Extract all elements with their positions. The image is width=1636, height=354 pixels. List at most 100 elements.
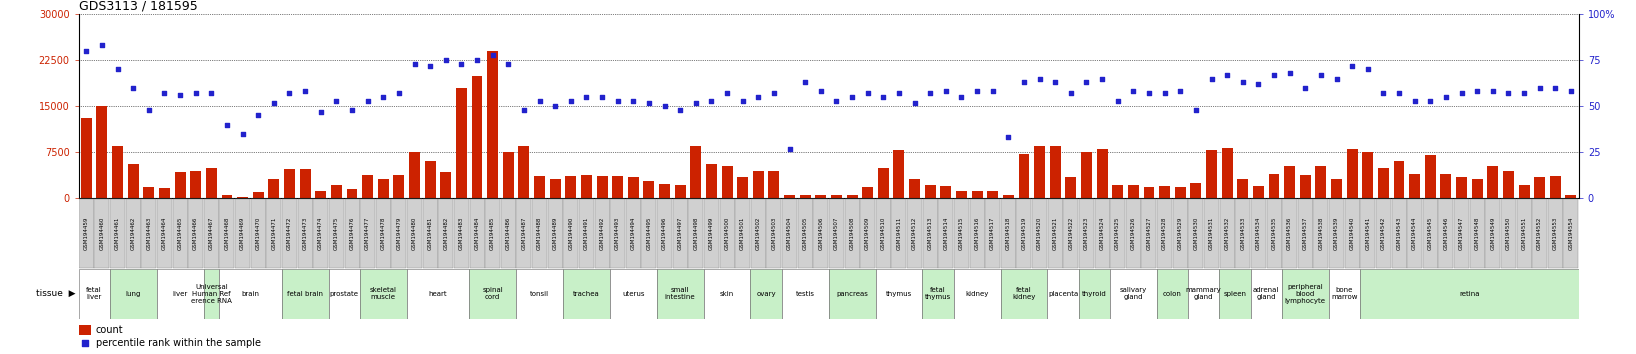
- Bar: [861, 199, 875, 268]
- Text: GSM194481: GSM194481: [427, 217, 432, 250]
- Bar: [782, 199, 797, 268]
- Point: [1495, 91, 1521, 96]
- Point: [74, 48, 100, 54]
- Bar: [656, 269, 703, 319]
- Point: [839, 94, 865, 100]
- Bar: [422, 199, 438, 268]
- Bar: [1345, 199, 1360, 268]
- Point: [761, 91, 787, 96]
- Bar: [627, 199, 641, 268]
- Bar: [533, 176, 545, 198]
- Bar: [268, 179, 280, 198]
- Bar: [515, 269, 563, 319]
- Bar: [456, 88, 466, 198]
- Bar: [345, 199, 360, 268]
- Bar: [924, 185, 936, 198]
- Bar: [939, 199, 954, 268]
- Point: [1543, 85, 1569, 91]
- Point: [699, 98, 725, 103]
- Bar: [581, 175, 592, 198]
- Point: [417, 63, 443, 69]
- Point: [1166, 88, 1193, 94]
- Bar: [720, 199, 735, 268]
- Text: GSM194516: GSM194516: [975, 217, 980, 250]
- Bar: [800, 195, 811, 198]
- Bar: [1219, 269, 1250, 319]
- Text: GSM194475: GSM194475: [334, 217, 339, 250]
- Bar: [1485, 199, 1500, 268]
- Text: GSM194549: GSM194549: [1490, 217, 1495, 250]
- Bar: [347, 189, 358, 198]
- Bar: [110, 269, 157, 319]
- Bar: [470, 199, 484, 268]
- Bar: [954, 269, 1001, 319]
- Text: GSM194463: GSM194463: [146, 217, 152, 250]
- Bar: [566, 176, 576, 198]
- Text: fetal
thymus: fetal thymus: [924, 287, 951, 300]
- Bar: [579, 199, 594, 268]
- Point: [105, 67, 131, 72]
- Bar: [79, 269, 110, 319]
- Text: GSM194552: GSM194552: [1538, 217, 1543, 250]
- Point: [901, 100, 928, 105]
- Text: GSM194487: GSM194487: [522, 217, 527, 250]
- Bar: [1438, 199, 1453, 268]
- Bar: [281, 199, 298, 268]
- Point: [1073, 79, 1099, 85]
- Text: peripheral
blood
lymphocyte: peripheral blood lymphocyte: [1284, 284, 1325, 304]
- Text: GSM194510: GSM194510: [880, 217, 885, 250]
- Point: [964, 88, 990, 94]
- Point: [1433, 94, 1459, 100]
- Bar: [159, 188, 170, 198]
- Point: [746, 94, 772, 100]
- Bar: [409, 152, 420, 198]
- Bar: [316, 191, 326, 198]
- Bar: [672, 199, 687, 268]
- Bar: [1109, 269, 1157, 319]
- Bar: [329, 269, 360, 319]
- Text: GSM194460: GSM194460: [100, 217, 105, 250]
- Bar: [1328, 269, 1360, 319]
- Text: GSM194551: GSM194551: [1521, 217, 1526, 250]
- Point: [854, 91, 880, 96]
- Point: [1338, 63, 1364, 69]
- Point: [386, 91, 412, 96]
- Bar: [1094, 199, 1109, 268]
- Point: [183, 91, 209, 96]
- Bar: [438, 199, 453, 268]
- Bar: [1080, 199, 1094, 268]
- Text: GSM194520: GSM194520: [1037, 217, 1042, 250]
- Bar: [1126, 199, 1140, 268]
- Text: GSM194473: GSM194473: [303, 217, 308, 250]
- Bar: [987, 191, 998, 198]
- Text: GSM194509: GSM194509: [865, 217, 870, 250]
- Bar: [360, 199, 375, 268]
- Text: GSM194474: GSM194474: [319, 217, 324, 250]
- Point: [152, 91, 178, 96]
- Bar: [501, 199, 515, 268]
- Text: adrenal
gland: adrenal gland: [1253, 287, 1279, 300]
- Point: [527, 98, 553, 103]
- Bar: [190, 171, 201, 198]
- Bar: [330, 185, 342, 198]
- Point: [1386, 91, 1412, 96]
- Text: count: count: [95, 325, 123, 335]
- Text: GSM194491: GSM194491: [584, 217, 589, 250]
- Bar: [738, 177, 748, 198]
- Text: GSM194539: GSM194539: [1333, 217, 1338, 250]
- Bar: [1378, 167, 1389, 198]
- Text: GSM194554: GSM194554: [1569, 217, 1574, 250]
- Bar: [703, 199, 718, 268]
- Text: GSM194468: GSM194468: [224, 217, 229, 250]
- Text: GSM194507: GSM194507: [834, 217, 839, 250]
- Point: [995, 135, 1021, 140]
- Point: [1026, 76, 1052, 81]
- Text: GSM194537: GSM194537: [1302, 217, 1307, 250]
- Point: [1121, 88, 1147, 94]
- Text: fetal
liver: fetal liver: [87, 287, 101, 300]
- Bar: [203, 269, 219, 319]
- Bar: [1191, 183, 1201, 198]
- Bar: [1235, 199, 1250, 268]
- Bar: [502, 152, 514, 198]
- Text: GSM194477: GSM194477: [365, 217, 370, 250]
